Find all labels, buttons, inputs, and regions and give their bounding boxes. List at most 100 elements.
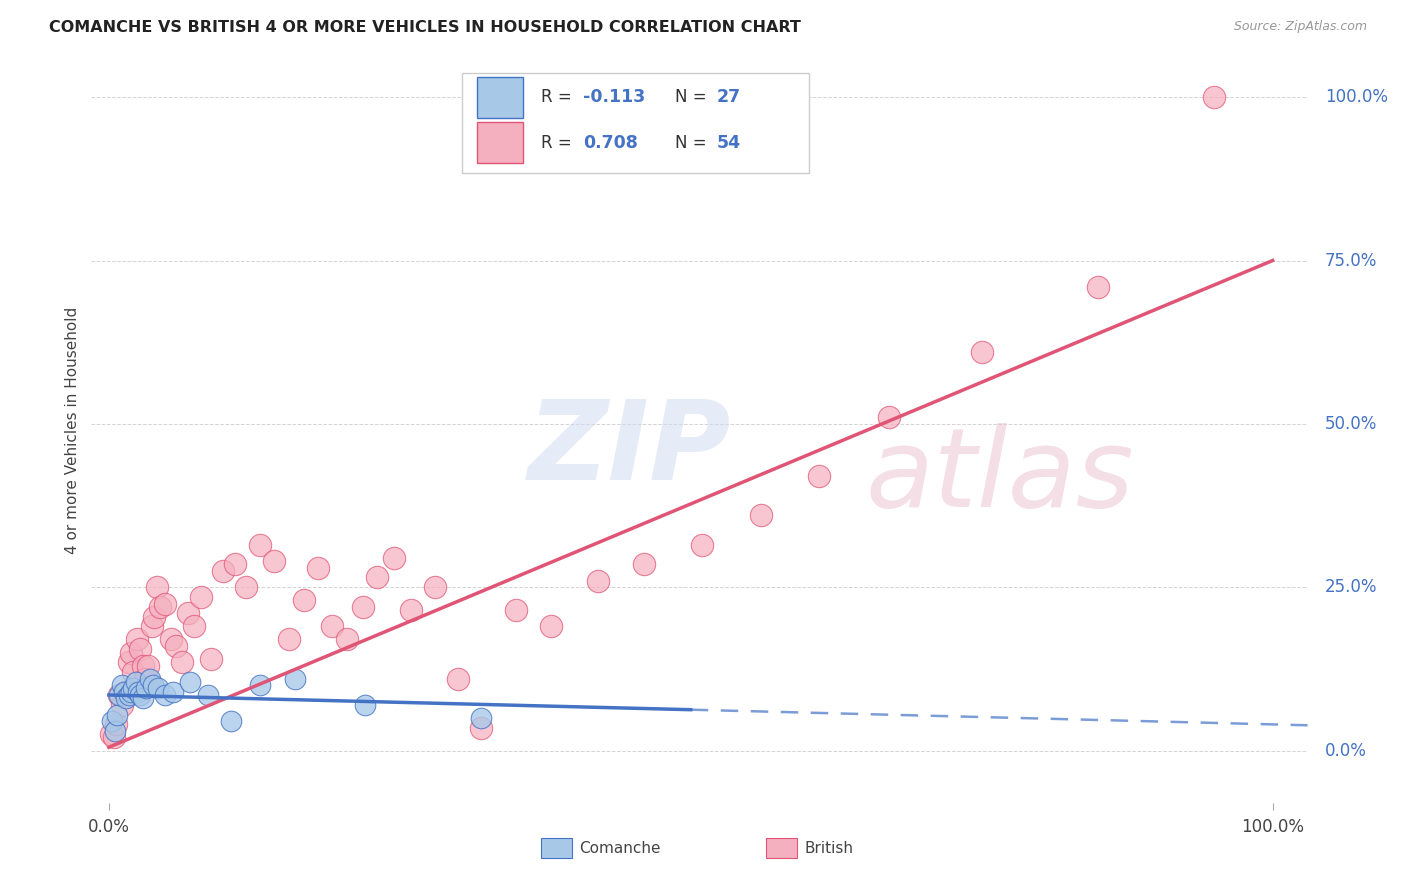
Text: atlas: atlas <box>865 423 1135 530</box>
Point <box>127 684 149 698</box>
Point <box>197 688 219 702</box>
Text: 25.0%: 25.0% <box>1324 578 1378 596</box>
Point <box>235 580 257 594</box>
Point <box>505 603 527 617</box>
Point <box>749 508 772 523</box>
Text: 27: 27 <box>717 88 741 106</box>
Point <box>104 717 127 731</box>
Point <box>131 691 153 706</box>
FancyBboxPatch shape <box>463 73 808 173</box>
Text: 50.0%: 50.0% <box>1324 415 1378 433</box>
Point <box>138 658 160 673</box>
Point <box>134 672 156 686</box>
Text: N =: N = <box>675 88 711 106</box>
Text: -0.113: -0.113 <box>582 88 645 106</box>
Point <box>117 656 139 670</box>
Point <box>120 684 142 698</box>
Text: N =: N = <box>675 135 711 153</box>
Point <box>135 681 157 696</box>
Point <box>470 711 492 725</box>
Point <box>177 607 200 621</box>
Point <box>263 554 285 568</box>
Point <box>807 469 830 483</box>
Point <box>122 665 145 680</box>
Point <box>104 723 127 738</box>
Point <box>117 688 139 702</box>
FancyBboxPatch shape <box>477 122 523 163</box>
Point <box>100 727 122 741</box>
Point <box>219 714 242 728</box>
FancyBboxPatch shape <box>477 78 523 118</box>
Text: Comanche: Comanche <box>579 841 661 855</box>
Point <box>145 580 167 594</box>
Point <box>129 688 152 702</box>
Point <box>141 619 163 633</box>
Point <box>153 688 176 702</box>
Point <box>138 672 160 686</box>
Point <box>114 684 136 698</box>
Point <box>366 570 388 584</box>
Text: 0.708: 0.708 <box>582 135 637 153</box>
Point <box>1204 90 1226 104</box>
Point <box>129 642 152 657</box>
Point <box>120 646 142 660</box>
Point <box>183 619 205 633</box>
Point <box>131 658 153 673</box>
Point <box>162 684 184 698</box>
Point <box>1087 279 1109 293</box>
Text: British: British <box>804 841 853 855</box>
Point <box>877 410 900 425</box>
Point <box>352 599 374 614</box>
Point <box>143 609 166 624</box>
Point <box>224 558 246 572</box>
Point <box>146 681 169 696</box>
Point <box>105 707 128 722</box>
Point <box>336 632 359 647</box>
Point <box>165 639 187 653</box>
Point <box>111 698 134 712</box>
Point <box>149 599 172 614</box>
Point <box>190 590 212 604</box>
Point <box>278 632 301 647</box>
Y-axis label: 4 or more Vehicles in Household: 4 or more Vehicles in Household <box>65 307 80 554</box>
Text: R =: R = <box>541 135 578 153</box>
Text: 100.0%: 100.0% <box>1324 88 1388 106</box>
Point <box>122 681 145 696</box>
Point <box>292 593 315 607</box>
Point <box>284 672 307 686</box>
Point <box>540 619 562 633</box>
Text: 0.0%: 0.0% <box>1324 741 1367 759</box>
Point <box>633 558 655 572</box>
Point <box>159 632 181 647</box>
Point <box>142 678 165 692</box>
Point <box>200 652 222 666</box>
Point <box>382 550 405 565</box>
Point <box>212 564 235 578</box>
Point <box>249 538 271 552</box>
Text: 54: 54 <box>717 135 741 153</box>
Point <box>692 538 714 552</box>
Point <box>179 674 201 689</box>
Point <box>354 698 377 712</box>
Point <box>112 684 135 698</box>
Point <box>111 678 134 692</box>
Point <box>321 619 343 633</box>
Point <box>115 691 138 706</box>
Text: R =: R = <box>541 88 578 106</box>
Point <box>108 688 131 702</box>
Point <box>103 731 125 745</box>
Point <box>470 721 492 735</box>
Point <box>108 688 131 702</box>
Point <box>125 632 148 647</box>
Point <box>423 580 446 594</box>
Text: 75.0%: 75.0% <box>1324 252 1378 269</box>
Point <box>401 603 423 617</box>
Point <box>249 678 271 692</box>
Point <box>172 656 194 670</box>
Point <box>970 345 993 359</box>
Text: COMANCHE VS BRITISH 4 OR MORE VEHICLES IN HOUSEHOLD CORRELATION CHART: COMANCHE VS BRITISH 4 OR MORE VEHICLES I… <box>49 20 801 35</box>
Point <box>447 672 470 686</box>
Point <box>101 714 124 728</box>
Text: ZIP: ZIP <box>527 396 731 503</box>
Point <box>307 560 329 574</box>
